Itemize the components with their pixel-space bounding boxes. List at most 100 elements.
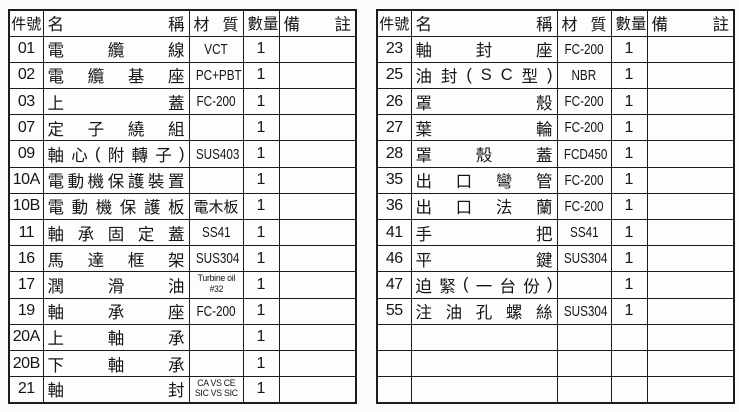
material-cell: FC-200 bbox=[556, 192, 612, 221]
remarks-cell bbox=[278, 245, 357, 273]
material-cell-text: VCT bbox=[204, 40, 228, 58]
col-header-qty: 數量 bbox=[242, 9, 280, 37]
table-row: 28 罩殼蓋 FCD450 1 bbox=[376, 140, 735, 168]
part-name-cell-text: 軸心(附轉子) bbox=[47, 144, 185, 166]
part-name-cell-text: 上蓋 bbox=[47, 94, 185, 113]
quantity-cell: 1 bbox=[610, 88, 648, 116]
table-row: 26 罩殼 FC-200 1 bbox=[376, 88, 735, 116]
quantity-cell bbox=[610, 323, 648, 351]
part-no-cell bbox=[376, 323, 412, 351]
table-row: 41 手把 SS41 1 bbox=[376, 218, 735, 247]
quantity-cell-text: 1 bbox=[256, 92, 266, 110]
material-cell-text: NBR bbox=[571, 66, 597, 84]
part-no-cell-text: 07 bbox=[17, 118, 35, 136]
material-cell-text: FC-200 bbox=[564, 93, 604, 111]
table-row: 02 電纜基座 PC+PBT 1 bbox=[8, 61, 357, 90]
part-name-cell: 出口法蘭 bbox=[410, 192, 558, 221]
quantity-cell: 1 bbox=[242, 271, 280, 299]
material-cell-text: SUS304 bbox=[563, 302, 607, 320]
quantity-cell: 1 bbox=[242, 323, 280, 351]
quantity-cell: 1 bbox=[242, 140, 280, 168]
table-row bbox=[376, 349, 735, 378]
material-cell-text: FCD450 bbox=[563, 145, 607, 163]
table-row: 21 軸封 CA VS CE SIC VS SIC 1 bbox=[8, 376, 357, 404]
table-row: 17 潤滑油 Turbine oil #32 1 bbox=[8, 271, 357, 299]
part-no-cell: 20B bbox=[8, 349, 44, 378]
table-row: 36 出口法蘭 FC-200 1 bbox=[376, 192, 735, 221]
part-no-cell-text: 17 bbox=[17, 275, 35, 293]
material-cell bbox=[556, 323, 612, 351]
remarks-cell bbox=[646, 192, 735, 221]
material-cell bbox=[556, 271, 612, 299]
table-row: 10B 電動機保護板電木板 1 bbox=[8, 192, 357, 221]
part-name-cell-text: 出口彎管 bbox=[415, 173, 553, 192]
part-no-cell-text: 02 bbox=[17, 66, 35, 84]
part-no-cell: 23 bbox=[376, 35, 412, 63]
col-header-name: 名稱 bbox=[410, 9, 558, 37]
part-no-cell-text: 09 bbox=[17, 145, 35, 163]
quantity-cell-text: 1 bbox=[256, 145, 266, 163]
part-name-cell-text: 罩殼 bbox=[415, 94, 553, 113]
quantity-cell: 1 bbox=[610, 218, 648, 247]
quantity-cell-text: 1 bbox=[256, 118, 266, 136]
parts-table-right: 件號 名稱 材質 數量 備註 23 軸封座 FC-200 1 25 油封(S C 型) NBR 1… bbox=[376, 9, 735, 404]
material-cell bbox=[188, 166, 244, 194]
part-no-cell: 21 bbox=[8, 376, 44, 404]
part-name-cell-text: 電動機保護板 bbox=[47, 199, 185, 218]
material-cell-text: FC-200 bbox=[564, 119, 604, 137]
col-header-qty: 數量 bbox=[610, 9, 648, 37]
table-row: 20B 下軸承 1 bbox=[8, 349, 357, 378]
part-no-cell: 25 bbox=[376, 61, 412, 90]
remarks-cell bbox=[646, 271, 735, 299]
quantity-cell-text: 1 bbox=[256, 197, 266, 215]
remarks-cell bbox=[646, 140, 735, 168]
quantity-cell-text: 1 bbox=[624, 197, 634, 215]
quantity-cell: 1 bbox=[610, 114, 648, 142]
part-no-cell: 02 bbox=[8, 61, 44, 90]
quantity-cell: 1 bbox=[610, 245, 648, 273]
part-no-cell-text: 23 bbox=[385, 40, 403, 58]
part-name-cell-text: 定子繞組 bbox=[47, 120, 185, 139]
part-no-cell: 19 bbox=[8, 297, 44, 325]
quantity-cell-text: 1 bbox=[256, 275, 266, 293]
quantity-cell-text: 1 bbox=[256, 223, 266, 241]
material-cell-text: FC-200 bbox=[564, 40, 604, 58]
col-header-part-no: 件號 bbox=[376, 9, 412, 37]
quantity-cell-text: 1 bbox=[256, 249, 266, 267]
remarks-cell bbox=[646, 88, 735, 116]
remarks-cell bbox=[646, 245, 735, 273]
material-cell-text: 電木板 bbox=[193, 198, 239, 216]
quantity-cell: 1 bbox=[242, 35, 280, 63]
part-no-cell: 11 bbox=[8, 218, 44, 247]
part-name-cell: 注油孔螺絲 bbox=[410, 297, 558, 325]
quantity-cell bbox=[610, 349, 648, 378]
part-no-cell: 27 bbox=[376, 114, 412, 142]
col-header-remarks: 備註 bbox=[278, 9, 357, 37]
quantity-cell: 1 bbox=[610, 192, 648, 221]
quantity-cell: 1 bbox=[242, 297, 280, 325]
part-name-cell: 軸承固定蓋 bbox=[42, 218, 190, 247]
remarks-cell bbox=[646, 61, 735, 90]
quantity-cell-text: 1 bbox=[256, 354, 266, 372]
parts-table-left: 件號 名稱 材質 數量 備註 01 電纜線 VCT 1 02 電纜基座 PC+PBT 1 03 上… bbox=[8, 9, 357, 404]
part-no-cell: 03 bbox=[8, 88, 44, 116]
table-row: 47 迫緊(一台份) 1 bbox=[376, 271, 735, 299]
part-name-cell: 電纜線 bbox=[42, 35, 190, 63]
material-cell: SUS403 bbox=[188, 140, 244, 168]
material-cell bbox=[188, 323, 244, 351]
quantity-cell: 1 bbox=[610, 61, 648, 90]
part-name-cell: 定子繞組 bbox=[42, 114, 190, 142]
material-cell: SS41 bbox=[188, 218, 244, 247]
part-name-cell: 罩殼蓋 bbox=[410, 140, 558, 168]
quantity-cell: 1 bbox=[242, 192, 280, 221]
material-cell: FC-200 bbox=[556, 166, 612, 194]
part-name-cell: 葉輪 bbox=[410, 114, 558, 142]
material-cell: FC-200 bbox=[556, 114, 612, 142]
part-no-cell: 36 bbox=[376, 192, 412, 221]
part-no-cell: 01 bbox=[8, 35, 44, 63]
material-cell-text: PC+PBT bbox=[195, 66, 242, 84]
part-name-cell-text: 潤滑油 bbox=[47, 277, 185, 296]
part-no-cell bbox=[376, 349, 412, 378]
material-cell: FCD450 bbox=[556, 140, 612, 168]
